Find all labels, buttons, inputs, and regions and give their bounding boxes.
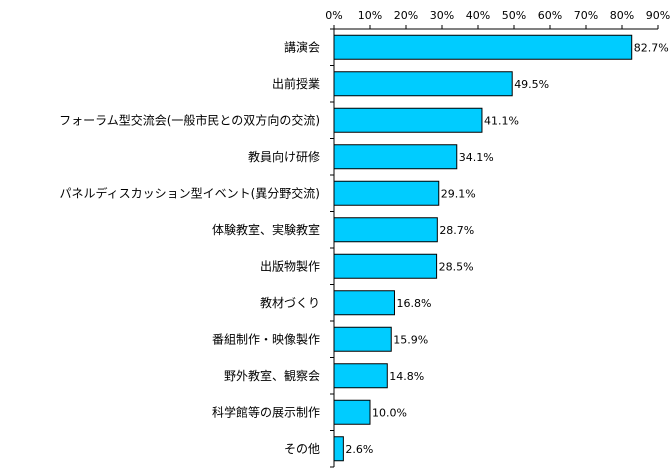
x-tick-label: 10%: [358, 9, 382, 22]
bar-value-label: 2.6%: [345, 443, 373, 456]
bar: [333, 290, 395, 316]
bar: [333, 34, 633, 60]
bar-value-label: 82.7%: [634, 41, 669, 54]
x-tick-label: 0%: [325, 9, 342, 22]
bar: [333, 399, 371, 425]
x-tick-label: 20%: [394, 9, 418, 22]
bar: [333, 253, 438, 279]
bar-layer: [333, 34, 633, 462]
category-label: 出前授業: [272, 76, 320, 91]
x-tick-label: 70%: [574, 9, 598, 22]
bar-value-label: 16.8%: [396, 297, 431, 310]
bar: [333, 107, 483, 133]
bar-value-label: 28.5%: [439, 260, 474, 273]
bar: [333, 326, 392, 352]
category-label: パネルディスカッション型イベント(異分野交流): [59, 185, 320, 200]
bar-value-label: 34.1%: [459, 151, 494, 164]
category-label: 講演会: [284, 39, 320, 54]
bar-value-label: 14.8%: [389, 370, 424, 383]
bar: [333, 180, 440, 206]
bar: [333, 363, 388, 389]
x-tick-label: 40%: [466, 9, 490, 22]
x-tick-label: 90%: [646, 9, 670, 22]
bar: [333, 144, 458, 170]
category-label: 出版物製作: [260, 259, 320, 273]
category-label: 野外教室、観察会: [224, 368, 320, 383]
bar: [333, 71, 513, 97]
bar-value-label: 49.5%: [514, 78, 549, 91]
x-tick-label: 50%: [502, 9, 526, 22]
bar-value-label: 15.9%: [393, 333, 428, 346]
bar-value-label: 29.1%: [441, 187, 476, 200]
category-label: 科学館等の展示制作: [212, 404, 320, 419]
category-label: 教員向け研修: [248, 149, 320, 164]
bar-value-label: 10.0%: [372, 406, 407, 419]
bar: [333, 217, 438, 243]
x-tick-label: 80%: [610, 9, 634, 22]
category-label: 番組制作・映像製作: [212, 332, 320, 346]
axis-layer: 0% 10% 20% 30% 40% 50% 60% 70% 80% 90%: [325, 9, 670, 468]
category-label: 教材づくり: [260, 295, 320, 310]
x-tick-label: 60%: [538, 9, 562, 22]
category-label: フォーラム型交流会(一般市民との双方向の交流): [59, 112, 320, 127]
bar-value-label: 41.1%: [484, 114, 519, 127]
label-layer: 82.7% 講演会 49.5% 出前授業 41.1% フォーラム型交流会(一般市民との双方…: [59, 39, 669, 456]
bar: [333, 436, 344, 462]
bar-value-label: 28.7%: [439, 224, 474, 237]
category-label: その他: [284, 442, 320, 456]
x-tick-label: 30%: [430, 9, 454, 22]
category-label: 体験教室、実験教室: [212, 222, 320, 237]
